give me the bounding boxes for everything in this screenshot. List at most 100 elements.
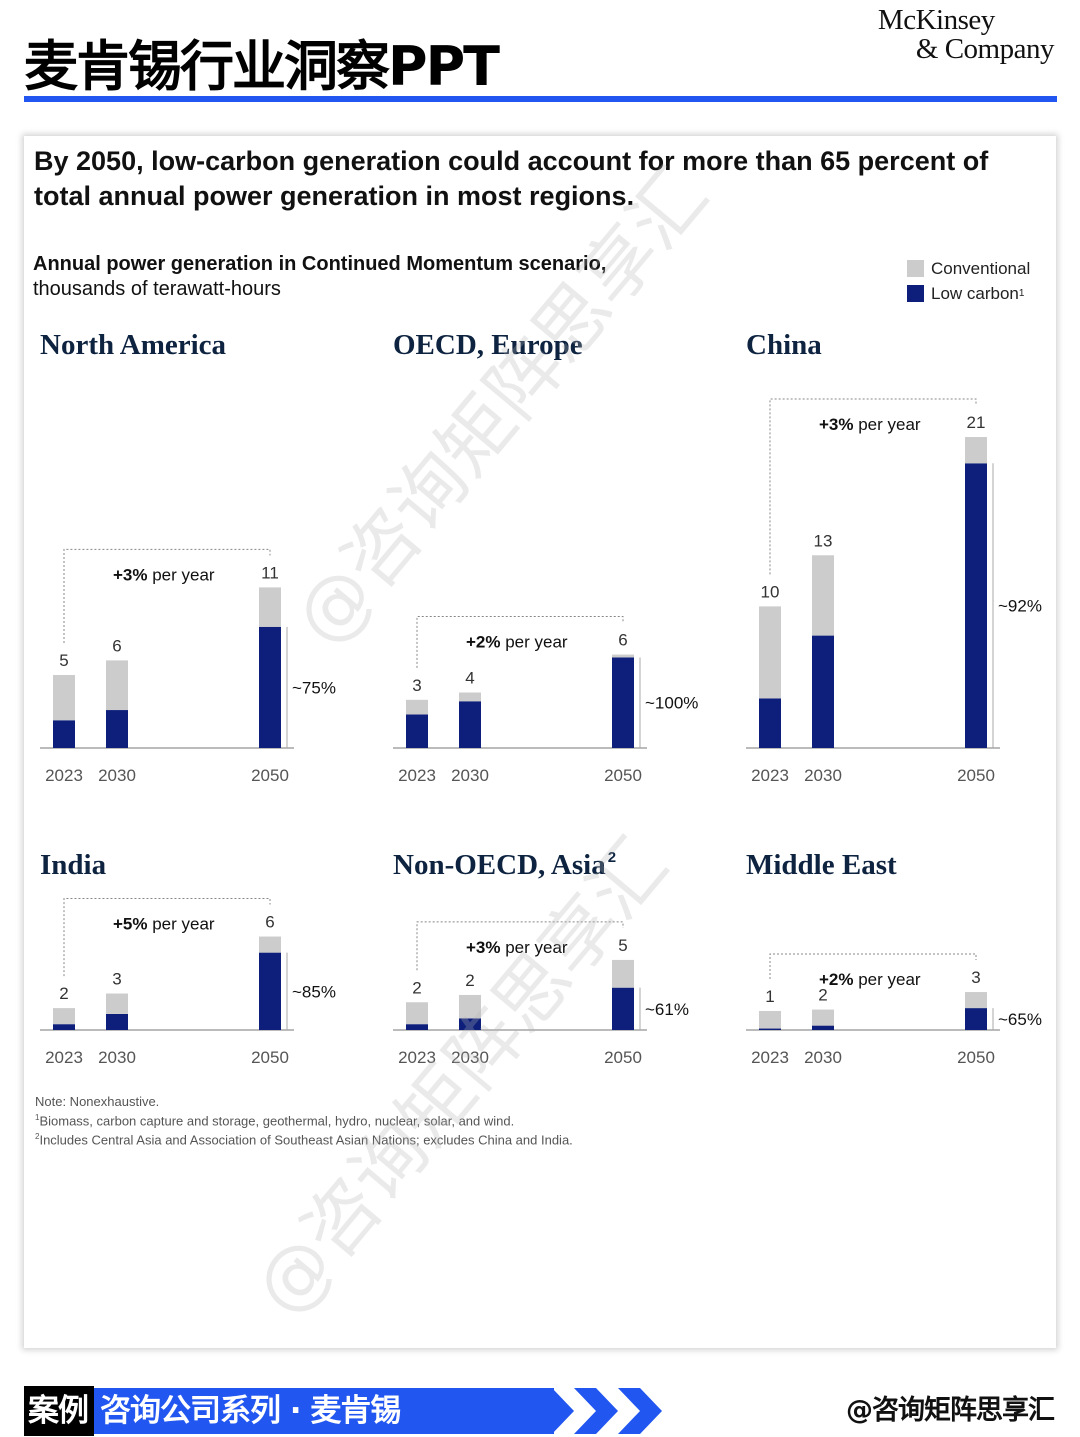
total-label-2050: 3 (971, 968, 980, 987)
growth-bracket (416, 616, 624, 668)
total-label-2023: 3 (412, 676, 421, 695)
bar-conventional-2050 (259, 936, 281, 953)
bar-conventional-2030 (106, 660, 128, 711)
x-tick-label-2050: 2050 (604, 766, 642, 785)
bar-low-carbon-2050 (612, 657, 634, 748)
total-label-2050: 11 (261, 563, 279, 582)
bar-conventional-2050 (259, 587, 281, 627)
legend-label-low-carbon: Low carbon (931, 284, 1019, 303)
total-label-2023: 1 (765, 987, 774, 1006)
bar-conventional-2023 (759, 1011, 781, 1029)
x-tick-label-2023: 2023 (45, 766, 83, 785)
region-title-india: India (40, 849, 107, 881)
bar-low-carbon-2030 (812, 635, 834, 748)
footnote-2-text: Includes Central Asia and Association of… (39, 1132, 573, 1148)
total-label-2030: 6 (112, 636, 121, 655)
chart-headline: By 2050, low-carbon generation could acc… (34, 146, 989, 211)
subtitle-bold: Annual power generation in Continued Mom… (33, 253, 607, 275)
low-carbon-share-label: ~100% (645, 694, 698, 713)
bar-conventional-2030 (459, 692, 481, 702)
chevron-arrows-icon (530, 1388, 662, 1434)
legend-swatch-conventional (907, 260, 924, 277)
total-label-2030: 3 (112, 970, 121, 989)
x-tick-label-2030: 2030 (98, 1048, 136, 1067)
total-label-2023: 2 (59, 984, 68, 1003)
x-tick-label-2023: 2023 (398, 766, 436, 785)
bar-conventional-2023 (53, 1008, 75, 1025)
growth-suffix: per year (854, 970, 921, 989)
region-title-north-america: North America (40, 329, 227, 361)
x-tick-label-2030: 2030 (804, 1048, 842, 1067)
total-label-2050: 6 (265, 913, 274, 932)
bar-low-carbon-2050 (259, 952, 281, 1030)
x-tick-label-2023: 2023 (45, 1048, 83, 1067)
bar-conventional-2030 (812, 1009, 834, 1026)
footer-series: 咨询公司系列 · 麦肯锡 (100, 1393, 401, 1429)
growth-rate: +2% (466, 633, 501, 652)
growth-rate: +3% (113, 565, 148, 584)
bar-low-carbon-2023 (759, 1028, 781, 1030)
x-tick-label-2050: 2050 (251, 766, 289, 785)
bar-conventional-2050 (612, 654, 634, 658)
bar-low-carbon-2030 (812, 1025, 834, 1030)
x-tick-label-2030: 2030 (451, 1048, 489, 1067)
low-carbon-share-label: ~85% (292, 982, 336, 1001)
low-carbon-share-label: ~61% (645, 1000, 689, 1019)
bar-conventional-2050 (965, 437, 987, 464)
bar-low-carbon-2030 (106, 710, 128, 748)
page-title: 麦肯锡行业洞察PPT (24, 35, 500, 98)
bar-low-carbon-2030 (459, 1018, 481, 1030)
note-text: Note: Nonexhaustive. (35, 1094, 160, 1109)
footer-band (24, 1388, 554, 1434)
growth-bracket (416, 921, 624, 971)
x-tick-label-2023: 2023 (398, 1048, 436, 1067)
x-tick-label-2023: 2023 (751, 766, 789, 785)
total-label-2050: 6 (618, 631, 627, 650)
bar-conventional-2050 (965, 992, 987, 1009)
bar-low-carbon-2030 (459, 701, 481, 748)
growth-bracket (769, 953, 977, 980)
total-label-2023: 10 (761, 582, 780, 601)
chart-subtitle: Annual power generation in Continued Mom… (33, 252, 606, 302)
footnote-2-marker: 2 (35, 1132, 40, 1142)
total-label-2023: 5 (59, 651, 68, 670)
growth-annotation: +3% per year (466, 938, 568, 957)
bar-low-carbon-2023 (53, 720, 75, 748)
region-charts: North America 5 2023 6 2030 11 2050 +3% per yea… (40, 329, 1042, 1067)
legend-footnote-marker: 1 (1018, 288, 1025, 299)
legend-item-conventional: Conventional (907, 256, 1030, 281)
growth-rate: +3% (466, 938, 501, 957)
total-label-2023: 2 (412, 978, 421, 997)
bar-low-carbon-2023 (406, 1024, 428, 1030)
growth-annotation: +2% per year (819, 970, 921, 989)
footer-tag: 案例 (24, 1386, 94, 1436)
growth-rate: +3% (819, 415, 854, 434)
growth-annotation: +3% per year (113, 565, 215, 584)
brand-line-1: McKinsey (877, 4, 995, 36)
bar-conventional-2023 (406, 1002, 428, 1025)
bar-conventional-2030 (106, 993, 128, 1014)
total-label-2050: 21 (967, 413, 986, 432)
low-carbon-share-label: ~92% (998, 597, 1042, 616)
legend-swatch-low-carbon (907, 285, 924, 302)
growth-suffix: per year (501, 633, 568, 652)
x-tick-label-2050: 2050 (957, 1048, 995, 1067)
footnote-2: 2Includes Central Asia and Association o… (35, 1129, 573, 1148)
x-tick-label-2030: 2030 (451, 766, 489, 785)
header-rule (24, 96, 1057, 102)
bar-conventional-2023 (406, 699, 428, 715)
bar-low-carbon-2050 (965, 1008, 987, 1030)
footer-banner: 案例 咨询公司系列 · 麦肯锡 @咨询矩阵思享汇 (0, 1385, 1080, 1437)
region-title-oecd-europe: OECD, Europe (393, 329, 583, 361)
legend: Conventional Low carbon 1 (907, 256, 1030, 306)
legend-item-low-carbon: Low carbon 1 (907, 281, 1030, 306)
subtitle-unit: thousands of terawatt-hours (33, 278, 281, 300)
bar-low-carbon-2050 (965, 463, 987, 748)
growth-suffix: per year (501, 938, 568, 957)
growth-suffix: per year (148, 565, 215, 584)
brand-line-2: & Company (915, 33, 1055, 65)
bar-low-carbon-2023 (759, 698, 781, 748)
region-title-china: China (746, 329, 822, 361)
footnote-1-text: Biomass, carbon capture and storage, geo… (39, 1113, 515, 1129)
growth-suffix: per year (148, 915, 215, 934)
